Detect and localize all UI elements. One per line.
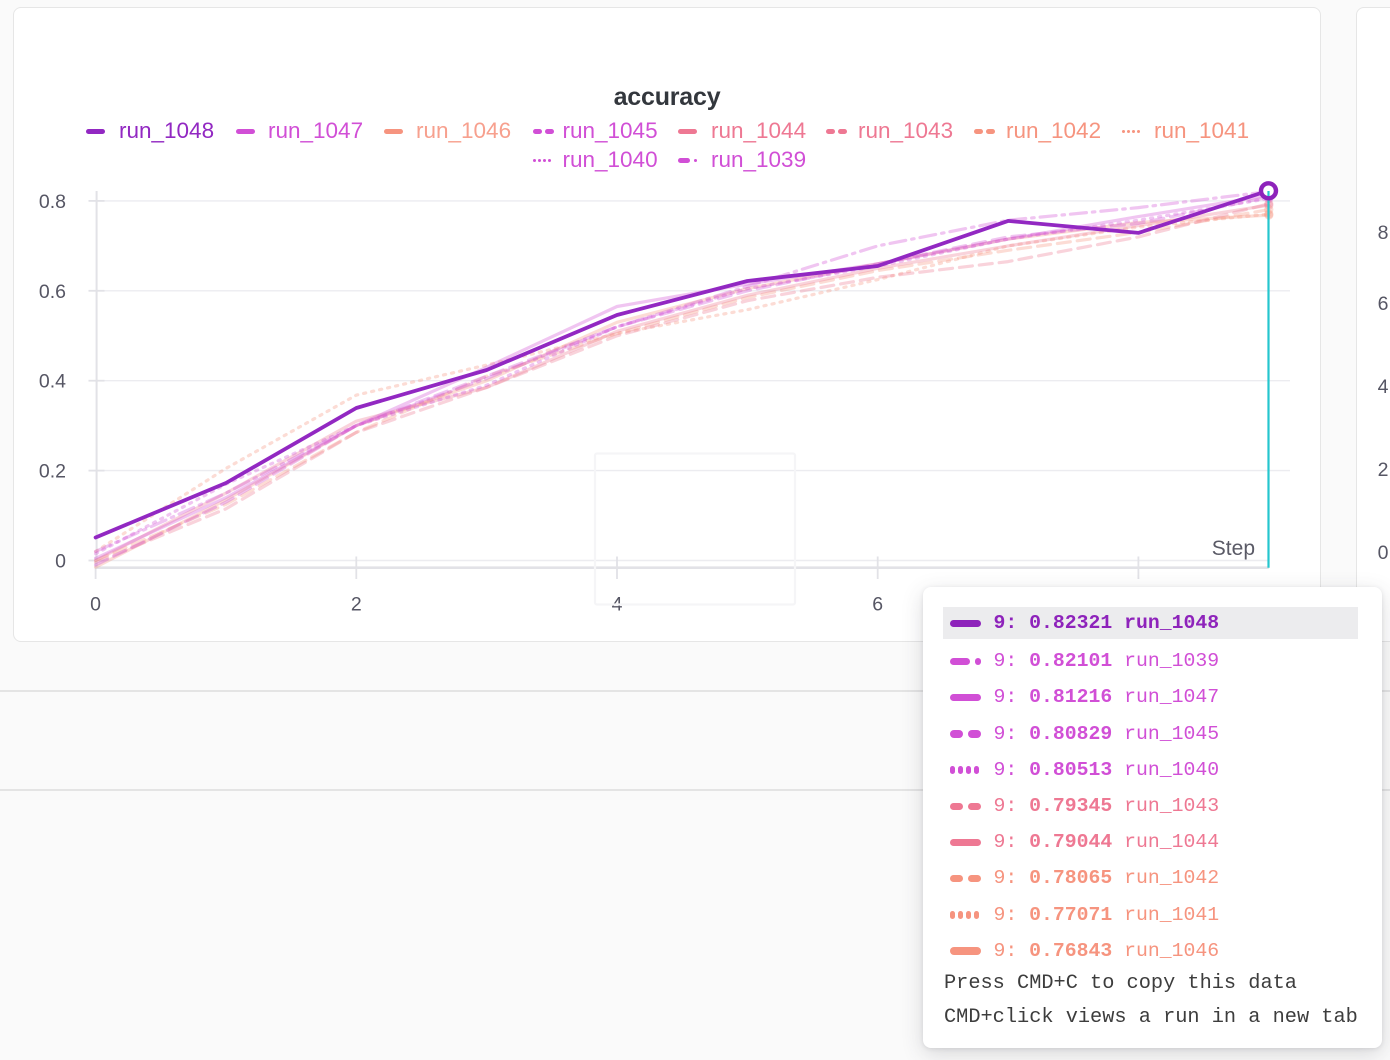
svg-text:0: 0 (1378, 542, 1389, 564)
svg-text:6: 6 (872, 594, 883, 616)
svg-text:6: 6 (1378, 293, 1389, 315)
svg-text:0.2: 0.2 (39, 461, 66, 483)
svg-text:Step: Step (1212, 537, 1255, 560)
svg-text:0: 0 (55, 551, 66, 573)
svg-text:0.4: 0.4 (39, 371, 66, 393)
svg-text:0.6: 0.6 (39, 281, 66, 303)
svg-text:8: 8 (1378, 222, 1389, 244)
svg-text:0: 0 (90, 594, 101, 616)
svg-text:2: 2 (351, 594, 362, 616)
svg-text:2: 2 (1378, 459, 1389, 481)
svg-text:0.8: 0.8 (39, 191, 66, 213)
svg-text:4: 4 (1378, 376, 1389, 398)
